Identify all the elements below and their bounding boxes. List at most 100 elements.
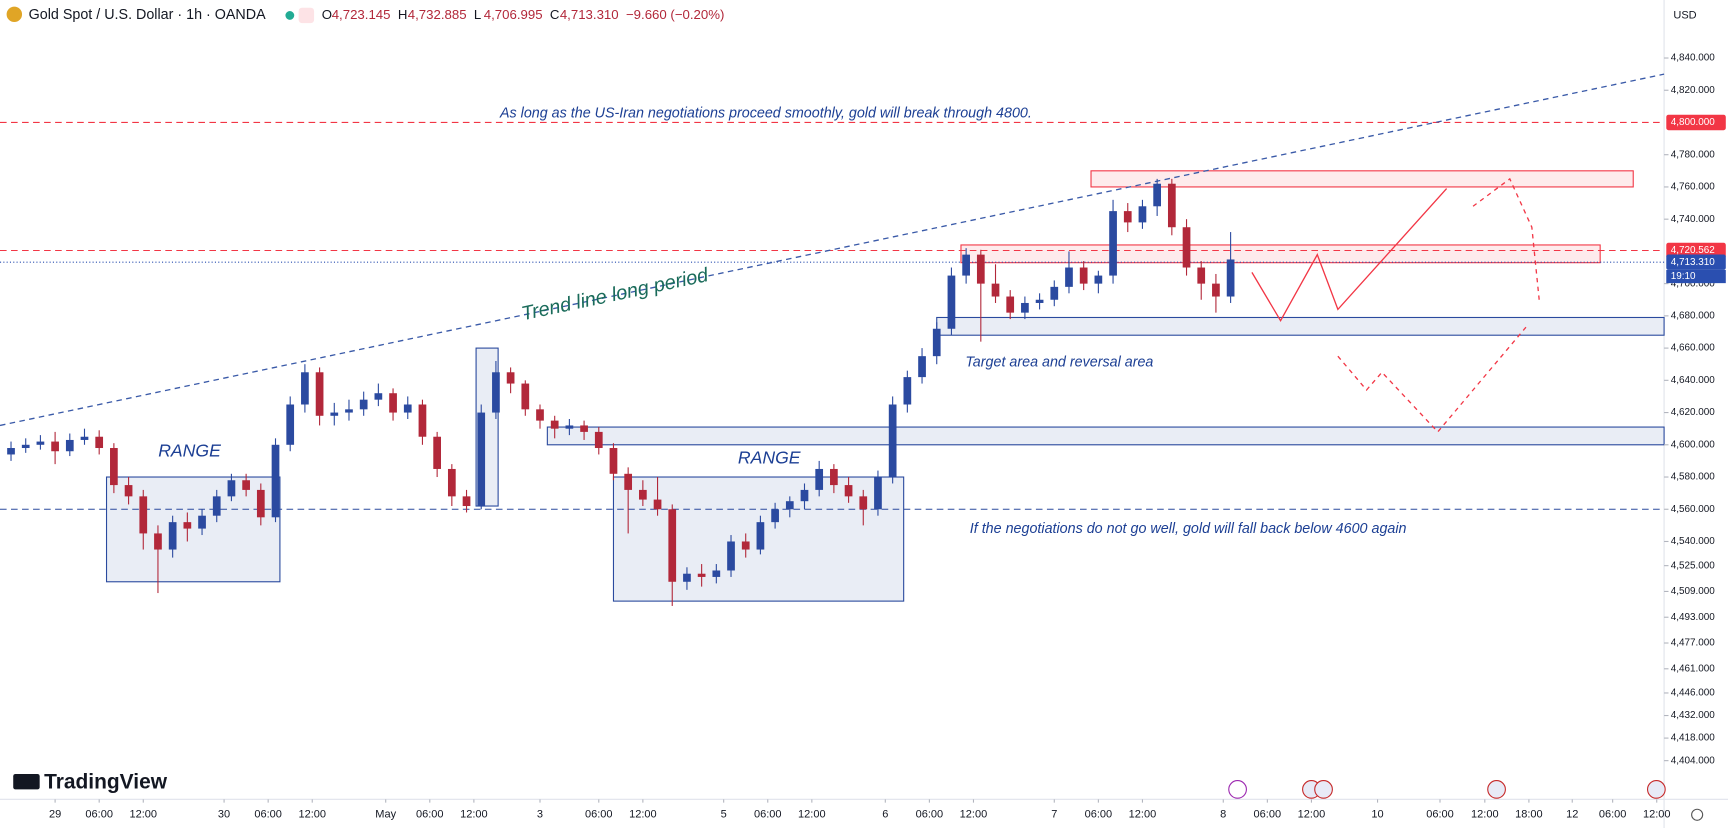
drawing <box>1472 177 1540 300</box>
candle-body <box>1197 267 1206 284</box>
y-tick-label: 4,740.000 <box>1671 214 1716 225</box>
ohlc-label: C <box>550 7 560 22</box>
candle-body <box>154 533 162 550</box>
ohlc-value: 4,706.995 <box>484 7 543 22</box>
x-tick-label: 06:00 <box>254 809 282 821</box>
candle-body <box>609 448 618 474</box>
x-tick-label: 7 <box>1051 809 1057 821</box>
candle-body <box>1065 267 1073 287</box>
range-label: RANGE <box>158 441 221 461</box>
y-tick-label: 4,700.000 <box>1671 278 1716 289</box>
x-tick-label: 8 <box>1220 809 1226 821</box>
ohlc: O 4,723.145 H 4,732.885 L 4,706.995 C 4,713.310… <box>322 7 725 22</box>
range-label: RANGE <box>738 447 801 467</box>
candle-body <box>51 441 59 452</box>
candle-body <box>389 393 397 413</box>
drawing <box>1251 188 1448 323</box>
candle-body <box>727 541 735 571</box>
candle-body <box>1138 206 1147 223</box>
x-tick-label: 12:00 <box>298 809 326 821</box>
x-tick-label: 5 <box>721 809 727 821</box>
zone <box>960 244 1601 264</box>
y-tick-label: 4,660.000 <box>1671 343 1716 354</box>
candle-body <box>315 372 324 416</box>
candle-body <box>345 409 353 413</box>
candle-body <box>1035 299 1044 303</box>
x-tick-label: 06:00 <box>916 809 944 821</box>
y-tick-label: 4,493.000 <box>1671 612 1716 623</box>
candle-body <box>815 468 824 490</box>
candle-body <box>330 412 339 416</box>
price-tag-label: 4,713.310 <box>1671 257 1716 268</box>
candle-body <box>624 473 633 490</box>
candle-body <box>932 328 941 357</box>
plot <box>0 73 1665 606</box>
candle-body <box>976 254 985 284</box>
annotation: Target area and reversal area <box>965 355 1153 371</box>
candle-body <box>888 404 897 478</box>
y-tick-label: 4,477.000 <box>1671 638 1716 649</box>
y-tick-label: 4,640.000 <box>1671 375 1716 386</box>
candle-body <box>1109 211 1117 276</box>
candle-body <box>95 436 104 449</box>
x-tick-label: 30 <box>218 809 230 821</box>
candle-body <box>168 522 177 550</box>
y-tick-label: 4,525.000 <box>1671 560 1716 571</box>
y-tick-label: 4,509.000 <box>1671 586 1716 597</box>
candle-body <box>565 425 574 429</box>
x-tick-label: 29 <box>49 809 61 821</box>
x-tick-label: 3 <box>537 809 543 821</box>
candle-body <box>771 509 779 523</box>
event-icon[interactable] <box>1487 780 1506 799</box>
price-tag <box>1666 242 1726 259</box>
settings-icon[interactable] <box>1691 808 1704 821</box>
candle-body <box>830 468 838 486</box>
x-tick-label: 06:00 <box>85 809 113 821</box>
zone <box>936 316 1665 336</box>
logo: TradingView <box>44 770 168 793</box>
y-tick-label: 4,432.000 <box>1671 710 1716 721</box>
event-icon[interactable] <box>1647 780 1666 799</box>
candle-body <box>1226 259 1235 297</box>
candle-body <box>874 477 882 510</box>
candle-body <box>183 522 192 529</box>
candle-body <box>550 420 559 429</box>
candle-body <box>403 404 412 413</box>
candle-body <box>1123 211 1132 223</box>
candle-body <box>594 431 603 449</box>
zone <box>1090 170 1634 188</box>
annotation: As long as the US-Iran negotiations proc… <box>499 105 1032 121</box>
x-tick-label: 12:00 <box>960 809 988 821</box>
candle-body <box>80 436 89 440</box>
x-tick-label: 12:00 <box>1298 809 1326 821</box>
event-icon[interactable] <box>1228 780 1247 799</box>
badge <box>298 7 315 24</box>
currency[interactable]: USD <box>1673 9 1696 21</box>
x-tick-label: May <box>375 809 396 821</box>
x-tick-label: 12:00 <box>129 809 157 821</box>
candle-body <box>962 254 970 276</box>
x-tick-label: 10 <box>1371 809 1383 821</box>
candle-body <box>1079 267 1088 284</box>
candle-body <box>359 399 368 410</box>
ohlc-value: 4,723.145 <box>332 7 391 22</box>
y-tick-label: 4,840.000 <box>1671 53 1716 64</box>
candle-body <box>756 522 765 550</box>
candle-body <box>433 436 441 469</box>
countdown: 19:10 <box>1671 271 1696 282</box>
zone <box>546 426 1665 446</box>
candle-body <box>227 480 236 497</box>
candle-body <box>536 409 544 421</box>
ohlc-label: O <box>322 7 332 22</box>
candle-body <box>712 570 721 577</box>
y-tick-label: 4,418.000 <box>1671 733 1716 744</box>
candle-body <box>374 393 383 400</box>
x-tick-label: 06:00 <box>416 809 444 821</box>
logo-icon <box>13 773 40 790</box>
candle-body <box>697 573 706 577</box>
candle-body <box>1212 283 1220 297</box>
event-icon[interactable] <box>1314 780 1333 799</box>
y-tick-label: 4,680.000 <box>1671 310 1716 321</box>
y-tick-label: 4,461.000 <box>1671 663 1716 674</box>
